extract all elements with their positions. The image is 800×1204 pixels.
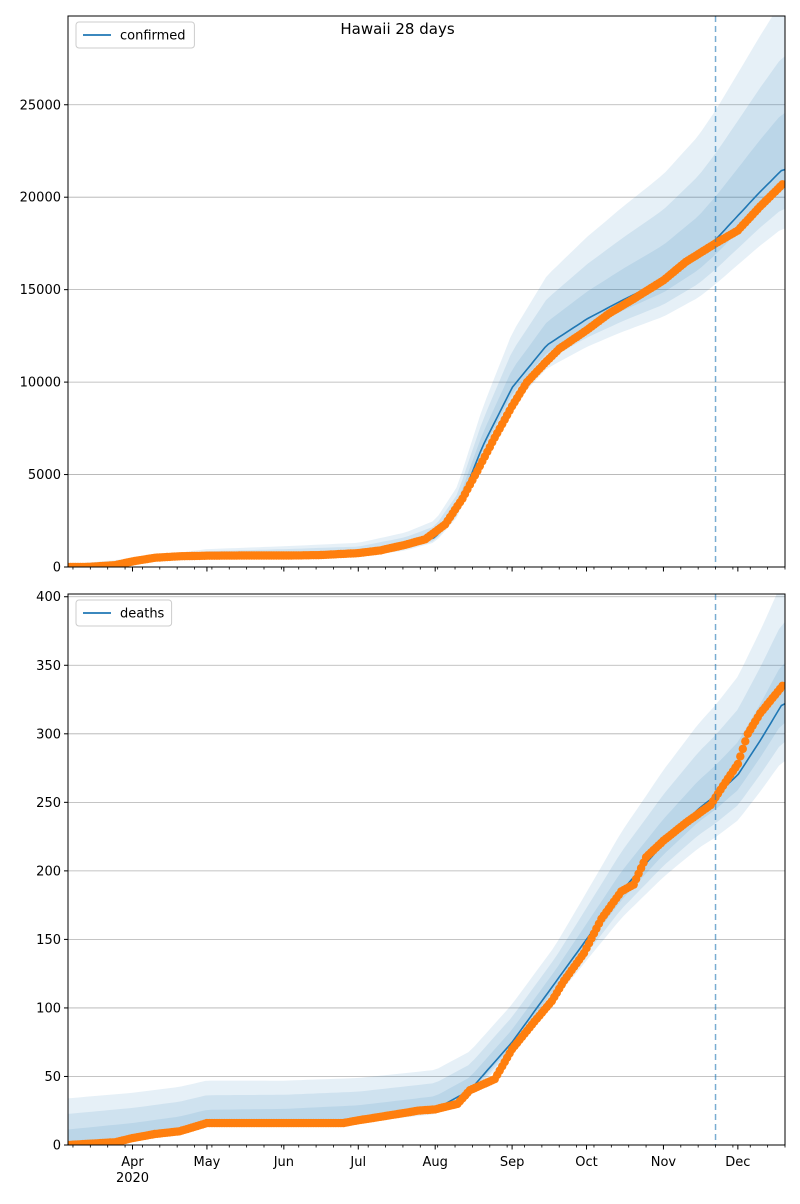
observed-point: [778, 180, 785, 189]
x-tick-label: Apr: [121, 1155, 144, 1170]
y-tick-label: 15000: [20, 283, 61, 298]
panel-confirmed: 0 5000 10000 15000 20000 25000 confirmed: [20, 15, 786, 576]
x-tick-label: Sep: [500, 1155, 525, 1170]
y-tick-label: 0: [53, 1139, 61, 1154]
y-tick-label: 5000: [28, 468, 61, 483]
x-tick-label: May: [193, 1155, 220, 1170]
x-tick-label: Dec: [725, 1155, 750, 1170]
y-tick-label: 250: [36, 796, 61, 811]
y-tick-label: 300: [36, 727, 61, 742]
uncertainty-band: [68, 16, 785, 567]
chart-title: Hawaii 28 days: [340, 20, 455, 38]
y-tick-label: 100: [36, 1001, 61, 1016]
y-tick-label: 200: [36, 864, 61, 879]
y-tick-label: 25000: [20, 98, 61, 113]
bands-group: [68, 594, 785, 1145]
legend-label: deaths: [120, 607, 165, 622]
y-tick-label: 400: [36, 590, 61, 605]
observed-point: [733, 759, 743, 769]
x-tick-label: Nov: [651, 1155, 677, 1170]
x-tick-label: Jul: [349, 1155, 366, 1170]
x-tick-label: Oct: [575, 1155, 597, 1170]
axes-frame: [67, 15, 786, 568]
observed-point: [778, 681, 785, 690]
legend: deaths: [75, 599, 173, 627]
y-tick-label: 150: [36, 933, 61, 948]
axes-frame: [67, 593, 786, 1146]
y-tick-label: 10000: [20, 376, 61, 391]
uncertainty-band: [68, 621, 785, 1145]
observed-point: [741, 737, 750, 746]
uncertainty-band: [68, 56, 785, 567]
x-tick-label: Jun: [273, 1155, 294, 1170]
y-tick-label: 0: [53, 561, 61, 576]
legend-box: [75, 21, 195, 49]
y-tick-label: 350: [36, 659, 61, 674]
panel-deaths: 0 50 100 150 200 250 300 350 400 Apr May Jun Jul Aug S…: [36, 590, 786, 1186]
x-tick-label: Aug: [422, 1155, 447, 1170]
legend-box: [75, 599, 173, 627]
legend-label: confirmed: [120, 29, 186, 44]
observed-point: [738, 744, 747, 754]
y-tick-label: 50: [44, 1070, 61, 1085]
observed-point: [736, 752, 745, 761]
y-tick-label: 20000: [20, 191, 61, 206]
legend: confirmed: [75, 21, 195, 49]
bands-group: [68, 16, 785, 567]
x-year-label: 2020: [116, 1171, 149, 1186]
